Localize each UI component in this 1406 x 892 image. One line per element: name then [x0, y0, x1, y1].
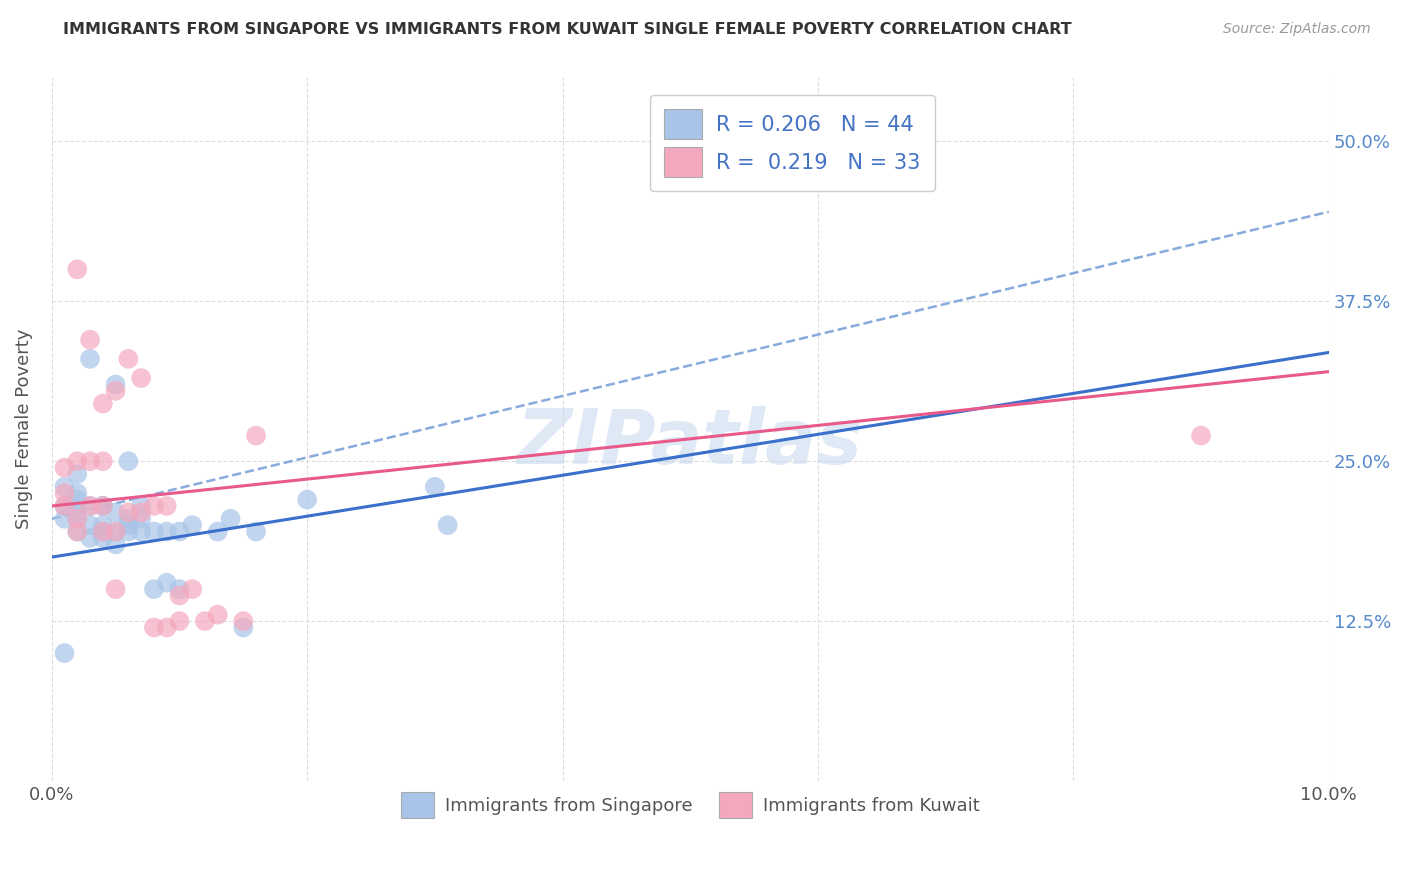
Point: [53, 499, 76, 513]
Point: [117, 454, 139, 468]
Point: [53, 512, 76, 526]
Point: [117, 518, 139, 533]
Point: [194, 614, 217, 628]
Point: [53, 499, 76, 513]
Point: [169, 582, 191, 596]
Point: [156, 575, 179, 590]
Point: [117, 351, 139, 366]
Point: [245, 524, 267, 539]
Point: [129, 524, 152, 539]
Point: [104, 524, 127, 539]
Point: [53, 480, 76, 494]
Point: [169, 589, 191, 603]
Point: [91, 499, 114, 513]
Point: [66, 505, 89, 519]
Point: [169, 524, 191, 539]
Point: [91, 499, 114, 513]
Point: [79, 531, 101, 545]
Point: [207, 524, 229, 539]
Point: [66, 524, 89, 539]
Text: Source: ZipAtlas.com: Source: ZipAtlas.com: [1223, 22, 1371, 37]
Point: [129, 499, 152, 513]
Point: [219, 512, 242, 526]
Point: [53, 646, 76, 660]
Point: [104, 524, 127, 539]
Point: [66, 486, 89, 500]
Point: [117, 512, 139, 526]
Point: [104, 537, 127, 551]
Point: [79, 518, 101, 533]
Point: [66, 512, 89, 526]
Point: [1189, 428, 1212, 442]
Point: [232, 614, 254, 628]
Text: ZIPatlas: ZIPatlas: [517, 406, 863, 480]
Text: IMMIGRANTS FROM SINGAPORE VS IMMIGRANTS FROM KUWAIT SINGLE FEMALE POVERTY CORREL: IMMIGRANTS FROM SINGAPORE VS IMMIGRANTS …: [63, 22, 1071, 37]
Point: [156, 620, 179, 634]
Point: [104, 384, 127, 398]
Point: [91, 524, 114, 539]
Point: [91, 531, 114, 545]
Point: [91, 499, 114, 513]
Point: [295, 492, 318, 507]
Point: [156, 524, 179, 539]
Point: [142, 620, 165, 634]
Point: [91, 524, 114, 539]
Point: [129, 371, 152, 385]
Point: [79, 499, 101, 513]
Point: [91, 454, 114, 468]
Point: [79, 499, 101, 513]
Point: [129, 512, 152, 526]
Point: [169, 614, 191, 628]
Point: [181, 582, 204, 596]
Legend: Immigrants from Singapore, Immigrants from Kuwait: Immigrants from Singapore, Immigrants fr…: [394, 785, 987, 825]
Point: [66, 492, 89, 507]
Point: [79, 351, 101, 366]
Point: [79, 454, 101, 468]
Point: [181, 518, 204, 533]
Point: [207, 607, 229, 622]
Point: [91, 397, 114, 411]
Point: [142, 499, 165, 513]
Point: [66, 467, 89, 481]
Point: [53, 460, 76, 475]
Point: [104, 582, 127, 596]
Point: [245, 428, 267, 442]
Point: [117, 524, 139, 539]
Point: [91, 518, 114, 533]
Point: [142, 524, 165, 539]
Point: [104, 377, 127, 392]
Point: [66, 524, 89, 539]
Point: [104, 505, 127, 519]
Point: [423, 480, 446, 494]
Y-axis label: Single Female Poverty: Single Female Poverty: [15, 329, 32, 530]
Point: [156, 499, 179, 513]
Point: [142, 582, 165, 596]
Point: [79, 333, 101, 347]
Point: [66, 512, 89, 526]
Point: [66, 454, 89, 468]
Point: [53, 486, 76, 500]
Point: [129, 505, 152, 519]
Point: [66, 262, 89, 277]
Point: [232, 620, 254, 634]
Point: [436, 518, 458, 533]
Point: [117, 505, 139, 519]
